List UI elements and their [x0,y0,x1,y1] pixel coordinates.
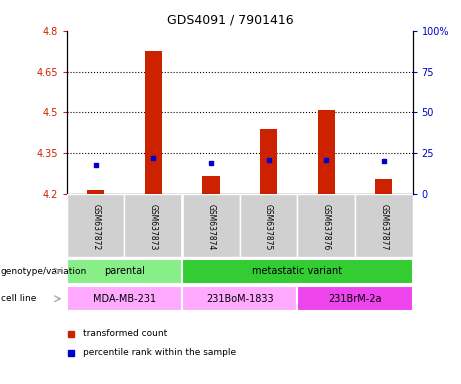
Bar [145,51,162,194]
Bar [182,286,297,311]
Text: 231BrM-2a: 231BrM-2a [328,294,382,304]
Bar [260,129,277,194]
Bar [182,259,413,283]
Bar [240,194,297,257]
Bar [297,286,413,311]
Bar [87,190,104,194]
Bar [124,194,182,257]
Text: parental: parental [104,266,145,276]
Text: percentile rank within the sample: percentile rank within the sample [83,348,236,358]
Bar [318,109,335,194]
Text: metastatic variant: metastatic variant [252,266,343,276]
Bar [375,179,392,194]
Bar [67,194,124,257]
Bar [355,194,413,257]
Text: GSM637876: GSM637876 [322,204,331,250]
Text: GSM637874: GSM637874 [207,204,215,250]
Text: GDS4091 / 7901416: GDS4091 / 7901416 [167,13,294,26]
Bar [202,176,219,194]
Text: 231BoM-1833: 231BoM-1833 [206,294,273,304]
Text: genotype/variation: genotype/variation [1,266,87,276]
Text: GSM637872: GSM637872 [91,204,100,250]
Text: GSM637873: GSM637873 [149,204,158,250]
Bar [67,259,182,283]
Text: GSM637877: GSM637877 [379,204,388,250]
Text: cell line: cell line [1,294,36,303]
Text: transformed count: transformed count [83,329,167,338]
Text: GSM637875: GSM637875 [264,204,273,250]
Bar [297,194,355,257]
Bar [67,286,182,311]
Bar [182,194,240,257]
Text: MDA-MB-231: MDA-MB-231 [93,294,156,304]
